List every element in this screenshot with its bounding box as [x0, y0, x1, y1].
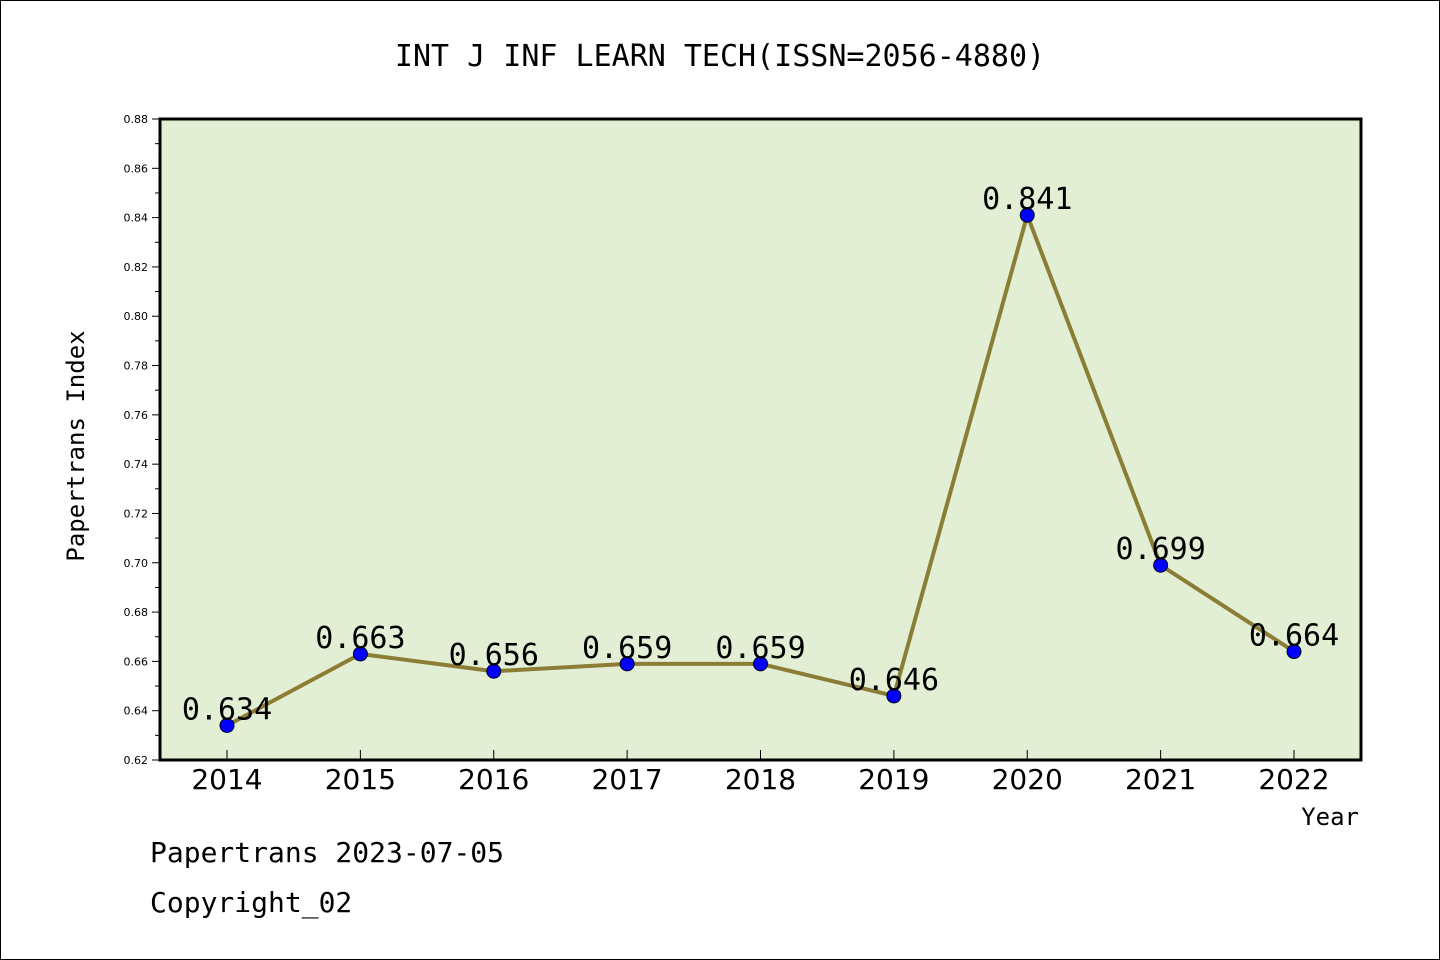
y-tick-label: 0.78 [124, 360, 149, 373]
y-tick-label: 0.66 [124, 655, 149, 668]
data-point-2022 [1286, 644, 1302, 660]
y-tick-label: 0.80 [124, 310, 149, 323]
data-label-2014: 0.634 [182, 692, 272, 727]
data-point-2016 [486, 663, 502, 679]
x-tick-label: 2021 [1125, 763, 1196, 796]
x-tick-label: 2019 [858, 763, 929, 796]
x-tick-label: 2017 [591, 763, 662, 796]
y-tick-label: 0.76 [124, 409, 149, 422]
data-point-2018 [753, 656, 768, 672]
y-tick-label: 0.72 [124, 507, 149, 520]
y-axis-label: Papertrans Index [62, 330, 90, 561]
x-tick-label: 2022 [1258, 763, 1329, 796]
y-axis: 0.62 0.64 0.66 0.68 0.70 0.72 0.74 0.76 0.78 0.80… [124, 113, 160, 767]
data-label-2018: 0.659 [715, 631, 805, 666]
y-tick-label: 0.62 [124, 754, 149, 767]
x-tick-label: 2015 [325, 763, 396, 796]
data-point-2014 [219, 717, 235, 733]
data-point-2015 [352, 646, 368, 662]
data-label-2020: 0.841 [982, 182, 1072, 217]
data-point-2017 [619, 656, 635, 672]
data-point-2020 [1019, 207, 1035, 223]
y-tick-label: 0.70 [124, 557, 149, 570]
data-point-2019 [886, 688, 902, 704]
y-tick-label: 0.74 [124, 458, 149, 471]
y-tick-label: 0.64 [124, 705, 149, 718]
data-label-2019: 0.646 [849, 663, 939, 698]
x-tick-label: 2016 [458, 763, 529, 796]
y-tick-label: 0.82 [124, 261, 149, 274]
y-tick-label: 0.68 [124, 606, 149, 619]
data-label-2021: 0.699 [1115, 532, 1205, 567]
data-label-2022: 0.664 [1249, 619, 1339, 654]
data-labels: 0.634 0.663 0.656 0.659 0.659 0.646 0.841 0.699… [182, 182, 1339, 727]
x-axis-label: Year [1301, 803, 1359, 831]
footer-date: Papertrans 2023-07-05 [150, 836, 505, 869]
x-axis: 2014 2015 2016 2017 2018 2019 2020 2021 2022 [191, 750, 1330, 796]
data-label-2017: 0.659 [582, 631, 672, 666]
data-label-2015: 0.663 [315, 621, 405, 656]
footer-copyright: Copyright_02 [150, 886, 353, 919]
chart-title: INT J INF LEARN TECH(ISSN=2056-4880) [395, 39, 1045, 74]
y-tick-label: 0.88 [124, 113, 149, 126]
data-point-2021 [1153, 557, 1169, 573]
series-papertrans-index [219, 207, 1302, 733]
y-tick-label: 0.84 [124, 212, 149, 225]
data-label-2016: 0.656 [449, 638, 539, 673]
x-tick-label: 2020 [992, 763, 1063, 796]
y-tick-label: 0.86 [124, 162, 149, 175]
x-tick-label: 2018 [725, 763, 796, 796]
x-tick-label: 2014 [191, 763, 262, 796]
